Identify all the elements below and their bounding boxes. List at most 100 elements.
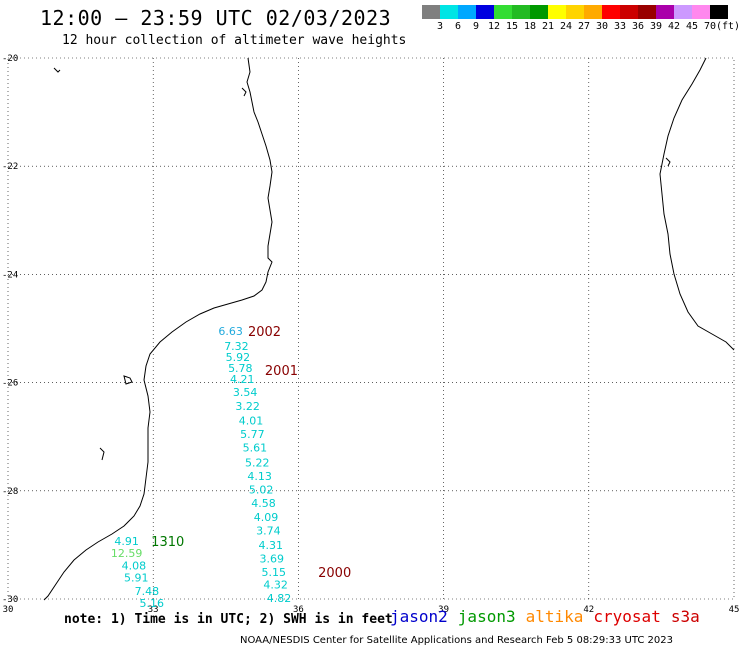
- lon-tick-label: 45: [729, 605, 740, 615]
- swh-value-label: 5.16: [139, 597, 164, 610]
- swh-value-label: 7.32: [224, 340, 249, 353]
- swh-value-label: 5.02: [249, 484, 274, 497]
- satellite-name: cryosat: [593, 607, 661, 626]
- swh-value-label: 3.74: [256, 524, 281, 537]
- map-subtitle: 12 hour collection of altimeter wave hei…: [62, 33, 407, 48]
- swh-value-label: 3.54: [233, 386, 258, 399]
- legend-label: 6: [454, 21, 462, 32]
- satellite-name: s3a: [670, 607, 700, 626]
- swh-value-label: 4.91: [114, 535, 139, 548]
- legend-swatch: [602, 5, 620, 19]
- legend-label: 9: [472, 21, 480, 32]
- swh-value-label: 3.69: [260, 552, 285, 565]
- swh-value-label: 4.21: [230, 373, 255, 386]
- lon-tick-label: 30: [3, 605, 14, 615]
- swh-value-label: 5.15: [261, 566, 286, 579]
- swh-value-label: 5.77: [240, 428, 265, 441]
- legend-label: (ft): [715, 21, 740, 32]
- island: [665, 157, 671, 167]
- swh-value-label: 4.13: [247, 470, 272, 483]
- lon-tick-label: 33: [148, 605, 159, 615]
- legend-swatch: [440, 5, 458, 19]
- track-id-label: 1310: [151, 535, 184, 550]
- legend-swatch: [656, 5, 674, 19]
- island: [53, 67, 61, 73]
- legend-swatch: [584, 5, 602, 19]
- satellite-name: jason3: [457, 607, 516, 626]
- swh-value-label: 5.22: [245, 457, 270, 470]
- satellite-name: altika: [525, 607, 584, 626]
- track-id-label: 2001: [265, 364, 298, 379]
- legend-label: 45: [685, 21, 699, 32]
- legend-swatch: [566, 5, 584, 19]
- track-id-label: 2000: [318, 566, 351, 581]
- lat-tick-label: -22: [2, 162, 18, 172]
- legend-swatch: [422, 5, 440, 19]
- legend-label: 12: [487, 21, 501, 32]
- legend-swatch: [674, 5, 692, 19]
- swh-value-label: 5.92: [226, 351, 251, 364]
- legend-swatch: [548, 5, 566, 19]
- legend-swatch: [512, 5, 530, 19]
- legend-label: 70: [703, 21, 717, 32]
- legend-label: 36: [631, 21, 645, 32]
- swh-value-label: 4.01: [239, 414, 264, 427]
- legend-swatch: [620, 5, 638, 19]
- legend-label: 30: [595, 21, 609, 32]
- legend-label: 42: [667, 21, 681, 32]
- satellite-name: jason2: [390, 607, 448, 626]
- track-labels: 2002 2001 1310 2000: [151, 325, 351, 581]
- lon-tick-label: 36: [293, 605, 304, 615]
- legend-swatch: [458, 5, 476, 19]
- legend-label: 24: [559, 21, 573, 32]
- lat-tick-label: -26: [2, 379, 18, 389]
- swh-value-label: 4.08: [122, 559, 147, 572]
- coastline: [43, 57, 735, 601]
- island: [123, 375, 133, 385]
- legend-label: 33: [613, 21, 627, 32]
- island: [99, 447, 105, 461]
- color-legend: [422, 5, 728, 19]
- legend-swatch: [638, 5, 656, 19]
- swh-value-label: 12.59: [111, 547, 143, 560]
- swh-value-label: 4.32: [263, 578, 288, 591]
- swh-value-label: 3.22: [235, 400, 260, 413]
- swh-value-label: 4.82: [267, 592, 292, 605]
- credit-line: NOAA/NESDIS Center for Satellite Applica…: [240, 635, 673, 646]
- legend-label: 21: [541, 21, 555, 32]
- satellite-legend: jason2 jason3 altika cryosat s3a: [390, 607, 710, 626]
- swh-value-label: 4.31: [259, 539, 284, 552]
- lon-tick-label: 39: [438, 605, 449, 615]
- swh-value-label: 5.91: [124, 571, 149, 584]
- swh-value-label: 5.61: [243, 442, 268, 455]
- legend-label: 27: [577, 21, 591, 32]
- legend-swatch: [476, 5, 494, 19]
- lat-tick-label: -28: [2, 487, 18, 497]
- track-id-label: 2002: [248, 325, 281, 340]
- lat-tick-label: -30: [2, 595, 18, 605]
- africa-coastline: [43, 57, 273, 601]
- grid-lines: [7, 57, 735, 600]
- legend-label: 3: [436, 21, 444, 32]
- footnote: note: 1) Time is in UTC; 2) SWH is in fe…: [64, 612, 393, 627]
- swh-value-label: 6.63: [218, 325, 243, 338]
- lon-tick-label: 42: [583, 605, 594, 615]
- legend-swatch: [530, 5, 548, 19]
- legend-swatch: [692, 5, 710, 19]
- swh-value-label: 4.09: [254, 511, 279, 524]
- swh-value-label: 4.58: [251, 497, 276, 510]
- map-title: 12:00 – 23:59 UTC 02/03/2023: [40, 6, 392, 30]
- madagascar-coastline: [659, 57, 735, 351]
- legend-swatch: [494, 5, 512, 19]
- legend-label: 15: [505, 21, 519, 32]
- swh-value-label: 7.48: [135, 585, 160, 598]
- legend-label: 39: [649, 21, 663, 32]
- swh-value-label: 5.78: [228, 362, 253, 375]
- island: [241, 87, 247, 97]
- axis-labels: 30 33 36 39 42 45 -20 -22 -24 -26 -28 -30: [2, 54, 739, 615]
- legend-swatch: [710, 5, 728, 19]
- map-frame: [7, 57, 735, 600]
- legend-label: 18: [523, 21, 537, 32]
- observation-labels: 6.63 7.325.925.784.213.543.224.015.775.61…: [111, 325, 291, 610]
